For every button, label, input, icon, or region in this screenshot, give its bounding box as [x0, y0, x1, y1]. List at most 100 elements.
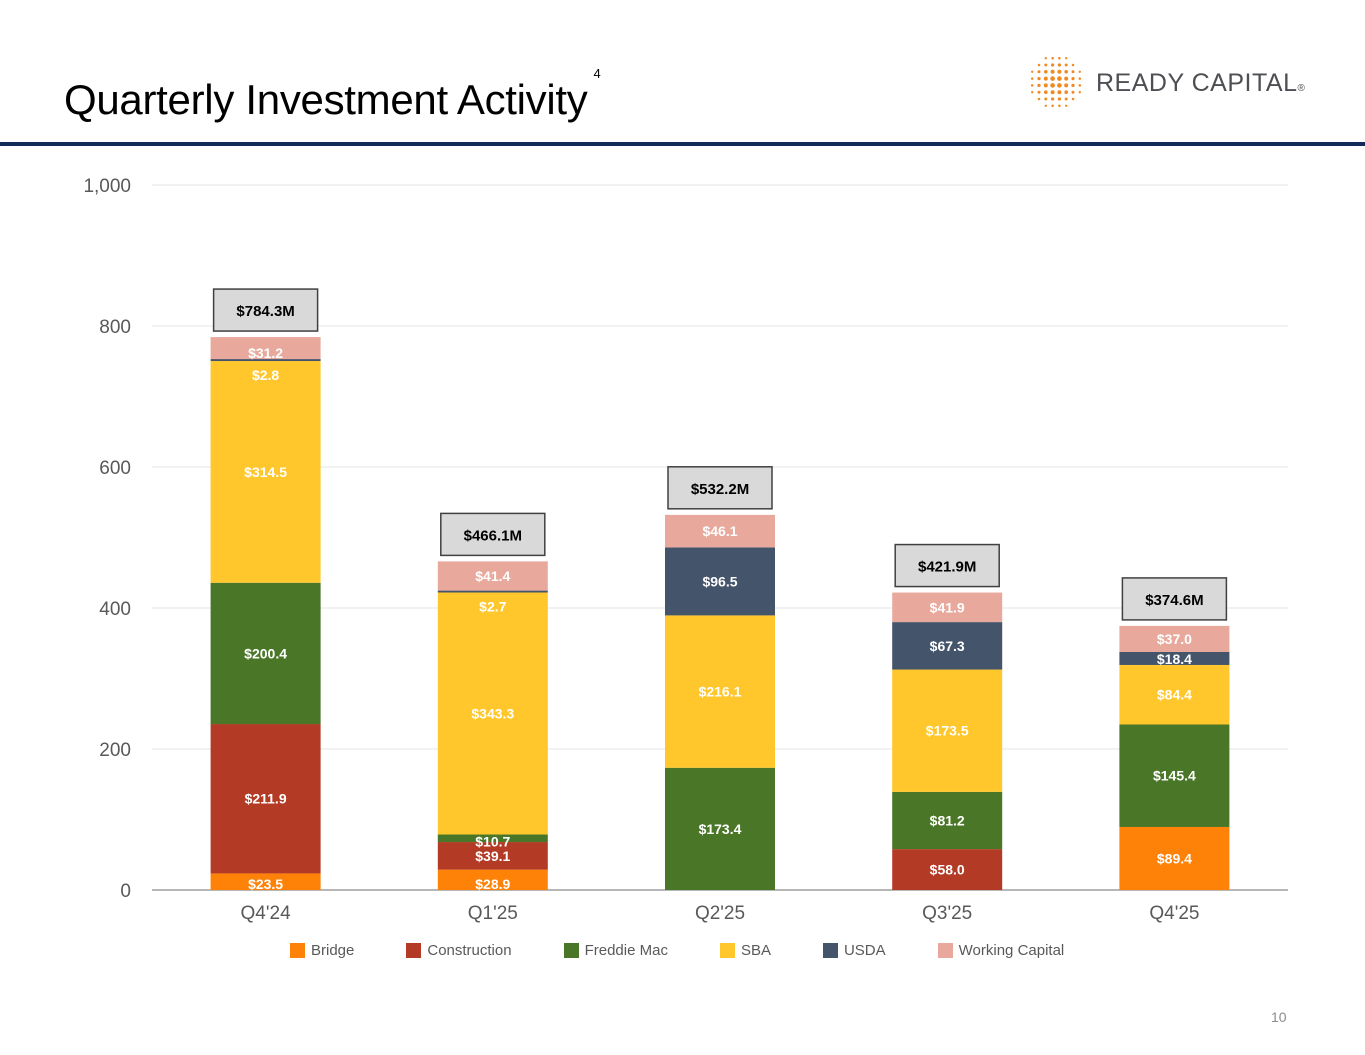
bar-segment: [1119, 664, 1230, 725]
logo-dot: [1064, 90, 1068, 94]
data-label: $216.1: [699, 684, 742, 700]
bar-segment: [437, 592, 548, 835]
x-tick-label: Q1'25: [468, 903, 518, 924]
y-tick-label: 200: [99, 740, 131, 761]
logo-dot: [1037, 97, 1041, 101]
data-label: $211.9: [245, 791, 287, 807]
data-label: $173.4: [699, 821, 742, 837]
y-tick-label: 1,000: [83, 176, 131, 197]
bar-segment: [892, 791, 1003, 850]
legend-label: USDA: [843, 941, 886, 959]
logo-dot: [1050, 90, 1055, 95]
bar-segment: [437, 834, 548, 843]
bar-segment: [210, 724, 321, 874]
logo-dot: [1078, 84, 1082, 87]
logo-dot: [1037, 63, 1041, 67]
bar-segment: [1119, 651, 1230, 665]
legend-swatch: [822, 942, 838, 958]
page-title-text: Quarterly Investment Activity: [64, 76, 588, 123]
bar-segment: [210, 873, 321, 890]
bar-segment: [437, 590, 548, 593]
data-label: $314.5: [244, 464, 287, 480]
data-label: $41.9: [930, 599, 965, 615]
data-label: $39.1: [475, 848, 510, 864]
data-label: $37.0: [1157, 631, 1192, 647]
data-label: $41.4: [475, 568, 510, 584]
page-number: 10: [1271, 1009, 1287, 1025]
logo-dot: [1043, 76, 1048, 81]
bar-segment: [665, 615, 775, 768]
logo-dot: [1057, 90, 1062, 95]
bar-segment: [437, 561, 548, 591]
logo-dot: [1065, 104, 1068, 107]
chart-legend: Bridge Construction Freddie Mac SBA USDA Work…: [290, 940, 1116, 960]
logo-dot: [1050, 63, 1055, 67]
legend-swatch: [719, 942, 735, 958]
legend-swatch: [290, 942, 305, 958]
logo-dot: [1031, 70, 1034, 73]
logo-dot: [1030, 77, 1034, 80]
data-label: $67.3: [930, 638, 965, 654]
total-box: [212, 288, 319, 332]
bar-segment: [210, 361, 321, 583]
logo-dot: [1064, 70, 1068, 74]
logo-dot-globe-icon: [1030, 56, 1082, 108]
logo-dot: [1051, 104, 1054, 108]
legend-label: Working Capital: [958, 941, 1065, 959]
logo-dot: [1037, 90, 1041, 94]
data-label: $173.5: [926, 723, 969, 739]
y-tick-label: 0: [120, 881, 131, 902]
legend-item: Freddie Mac: [563, 941, 668, 959]
logo-dot: [1064, 76, 1069, 81]
logo-dot: [1065, 57, 1068, 60]
logo-dot: [1064, 83, 1069, 88]
title-footnote: 4: [593, 66, 601, 81]
total-label: $466.1M: [464, 527, 522, 544]
logo-dot: [1071, 83, 1075, 88]
x-tick-label: Q4'24: [241, 903, 292, 924]
data-label: $46.1: [702, 523, 737, 539]
total-box: [1121, 577, 1228, 621]
ready-capital-logo: READY CAPITAL®: [1028, 54, 1318, 114]
bar-segment: [665, 547, 775, 616]
data-label: $18.4: [1157, 651, 1192, 667]
total-label: $784.3M: [236, 303, 294, 320]
bar-segment: [1119, 826, 1230, 890]
data-label: $200.4: [244, 645, 287, 661]
logo-registered-mark: ®: [1297, 83, 1306, 94]
bar-segment: [892, 849, 1003, 890]
logo-dot: [1057, 83, 1062, 88]
logo-dot: [1050, 83, 1055, 88]
logo-dot: [1044, 70, 1048, 74]
bar-segment: [892, 622, 1003, 670]
logo-dot: [1058, 104, 1061, 108]
logo-dot: [1044, 63, 1048, 67]
total-box: [440, 512, 546, 557]
logo-dot: [1057, 69, 1062, 74]
total-label: $374.6M: [1145, 592, 1203, 609]
logo-dot: [1051, 56, 1054, 60]
data-label: $81.2: [930, 812, 965, 828]
total-label: $532.2M: [691, 481, 749, 498]
bar-segment: [665, 514, 775, 548]
header-rule: [0, 142, 1365, 146]
bar-segment: [665, 767, 775, 890]
logo-dot: [1044, 104, 1047, 107]
data-label: $58.0: [930, 862, 965, 878]
legend-item: SBA: [719, 942, 771, 959]
bar-segment: [1119, 724, 1230, 827]
logo-dot: [1078, 70, 1081, 73]
total-box: [667, 466, 773, 510]
data-label: $89.4: [1157, 850, 1192, 866]
legend-swatch: [406, 942, 422, 958]
logo-dot: [1030, 84, 1034, 87]
logo-dot: [1071, 63, 1075, 67]
logo-dot: [1050, 69, 1055, 74]
logo-text: READY CAPITAL: [1096, 69, 1298, 97]
legend-label: Bridge: [311, 941, 355, 959]
data-label: $28.9: [475, 876, 510, 892]
legend-label: Freddie Mac: [584, 941, 668, 959]
logo-dot: [1064, 97, 1068, 101]
data-label: $2.8: [252, 367, 279, 383]
x-tick-label: Q4'25: [1149, 903, 1199, 924]
